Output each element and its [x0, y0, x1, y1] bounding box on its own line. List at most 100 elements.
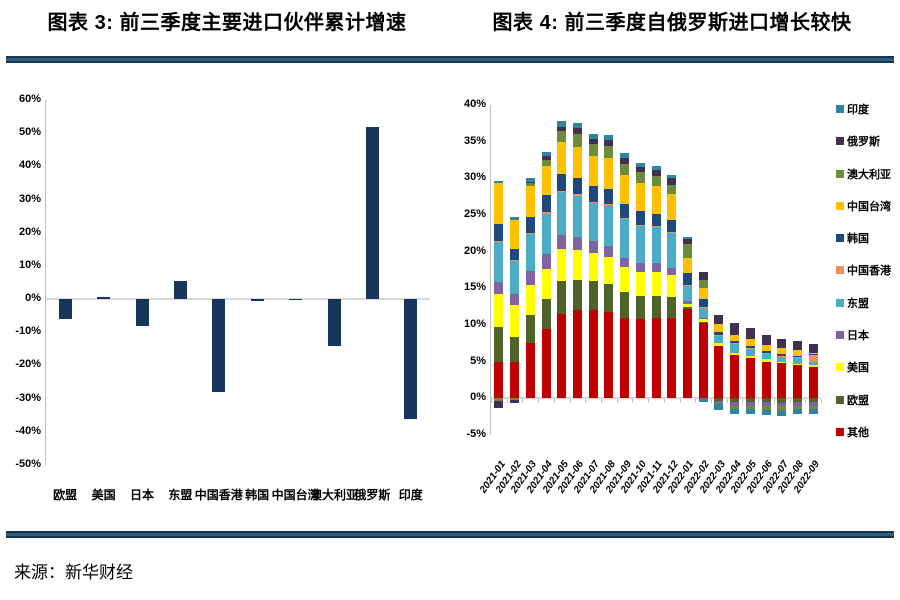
segment-澳大利亚-2022-03 — [714, 402, 724, 405]
segment-东盟-2021-09 — [620, 218, 630, 258]
y-axis-tick-label: 40% — [463, 98, 486, 110]
segment-澳大利亚-2021-08 — [604, 146, 614, 158]
segment-美国-2021-02 — [510, 305, 520, 337]
segment-其他-2021-07 — [588, 310, 598, 399]
segment-中国香港-2022-05 — [745, 347, 755, 349]
segment-中国香港-2022-03 — [714, 335, 724, 337]
segment-俄罗斯-2021-12 — [667, 177, 677, 185]
segment-中国台湾-2021-01 — [494, 183, 504, 224]
x-axis-label-2022-04: 2022-04 — [713, 459, 744, 496]
segment-印度-2022-09 — [808, 409, 818, 415]
segment-欧盟-2022-07 — [777, 398, 787, 403]
chart4-title: 图表 4: 前三季度自俄罗斯进口增长较快 — [492, 12, 852, 34]
legend-item-韩国: 韩国 — [836, 228, 898, 248]
segment-韩国-2022-09 — [808, 354, 818, 356]
segment-印度-2022-05 — [745, 409, 755, 415]
segment-其他-2022-01 — [682, 308, 692, 399]
x-axis-tick-2021-05 — [553, 399, 555, 404]
segment-其他-2022-06 — [761, 361, 771, 399]
y-axis-tick-label: 40% — [18, 159, 41, 172]
x-axis-label-2021-01: 2021-01 — [477, 459, 508, 496]
segment-日本-2021-04 — [541, 253, 551, 269]
x-axis-label-2021-04: 2021-04 — [524, 459, 556, 496]
segment-日本-2021-03 — [525, 271, 535, 285]
segment-印度-2021-09 — [620, 153, 630, 158]
segment-韩国-2022-01 — [682, 272, 692, 285]
segment-印度-2021-11 — [651, 165, 661, 170]
segment-东盟-2022-09 — [808, 362, 818, 366]
segment-东盟-2022-08 — [792, 358, 802, 364]
y-axis-tick-label: 20% — [463, 244, 486, 257]
segment-欧盟-2021-06 — [572, 279, 582, 311]
segment-澳大利亚-2022-06 — [761, 405, 771, 411]
x-axis-label-2021-03: 2021-03 — [509, 459, 540, 496]
segment-其他-2022-02 — [698, 322, 708, 399]
legend-label-其他: 其他 — [847, 426, 869, 439]
segment-美国-2022-09 — [808, 365, 818, 367]
segment-韩国-2021-07 — [588, 185, 598, 202]
x-axis-tick-2022-05 — [742, 399, 744, 404]
segment-日本-2022-03 — [714, 400, 724, 403]
x-axis-label-日本: 日本 — [129, 488, 154, 502]
segment-中国台湾-2022-02 — [698, 288, 708, 300]
legend-swatch-东盟 — [836, 298, 844, 307]
segment-韩国-2022-08 — [792, 355, 802, 358]
x-axis-label-2021-05: 2021-05 — [540, 459, 571, 496]
legend-label-俄罗斯: 俄罗斯 — [847, 136, 880, 149]
segment-日本-2021-10 — [635, 263, 645, 273]
segment-中国香港-2021-02 — [510, 260, 520, 262]
x-axis-tick-2022-03 — [711, 399, 712, 404]
legend-swatch-澳大利亚 — [836, 169, 844, 178]
segment-印度-2021-12 — [667, 174, 677, 178]
segment-美国-2022-04 — [730, 352, 740, 356]
segment-中国台湾-2021-11 — [651, 186, 661, 214]
segment-中国香港-2021-01 — [494, 241, 504, 243]
segment-东盟-2021-02 — [510, 261, 520, 295]
legend-item-其他: 其他 — [836, 422, 898, 442]
segment-中国香港-2021-06 — [572, 194, 582, 196]
x-axis-tick-2022-02 — [695, 399, 697, 404]
bar-中国香港 — [212, 299, 226, 392]
legend-label-中国香港: 中国香港 — [847, 265, 891, 278]
segment-韩国-2022-05 — [745, 346, 755, 348]
y-axis-tick-label: -50% — [15, 458, 41, 470]
legend-item-中国台湾: 中国台湾 — [836, 196, 898, 216]
y-axis-tick-label: -10% — [15, 325, 41, 338]
y-axis-tick-label: -40% — [15, 424, 41, 437]
segment-中国香港-2021-11 — [651, 226, 661, 227]
segment-澳大利亚-2021-06 — [572, 133, 582, 147]
segment-东盟-2022-03 — [714, 336, 724, 344]
y-axis-tick-label: 20% — [18, 225, 41, 238]
segment-中国香港-2022-04 — [730, 342, 740, 344]
x-axis-tick-2021-04 — [538, 399, 540, 404]
y-axis-line — [45, 100, 46, 465]
segment-东盟-2022-04 — [730, 343, 740, 353]
y-axis-tick-label: -5% — [466, 428, 486, 440]
segment-东盟-2021-11 — [651, 226, 661, 264]
x-axis-tick-2021-03 — [522, 399, 524, 404]
segment-印度-2021-04 — [541, 151, 551, 157]
segment-印度-2022-08 — [792, 409, 802, 415]
segment-美国-2022-02 — [698, 319, 708, 323]
segment-欧盟-2022-08 — [792, 398, 802, 402]
segment-韩国-2022-04 — [730, 341, 740, 343]
segment-美国-2022-03 — [714, 343, 724, 346]
segment-日本-2021-01 — [494, 281, 504, 295]
x-axis-label-2021-10: 2021-10 — [619, 459, 650, 496]
x-axis-tick-2022-01 — [679, 399, 681, 404]
segment-中国台湾-2021-09 — [620, 174, 630, 204]
segment-其他-2022-08 — [792, 365, 802, 399]
segment-欧盟-2022-06 — [761, 398, 771, 402]
segment-韩国-2021-12 — [667, 220, 677, 232]
segment-澳大利亚-2022-07 — [777, 406, 787, 411]
segment-其他-2021-12 — [667, 317, 677, 399]
segment-中国台湾-2022-03 — [714, 324, 724, 332]
x-axis-label-2021-08: 2021-08 — [587, 459, 618, 496]
segment-日本-2021-11 — [651, 263, 661, 273]
segment-中国台湾-2021-10 — [635, 183, 645, 212]
bar-欧盟 — [58, 299, 72, 319]
segment-日本-2021-06 — [572, 237, 582, 251]
segment-美国-2021-10 — [635, 272, 645, 296]
segment-美国-2021-01 — [494, 294, 504, 328]
